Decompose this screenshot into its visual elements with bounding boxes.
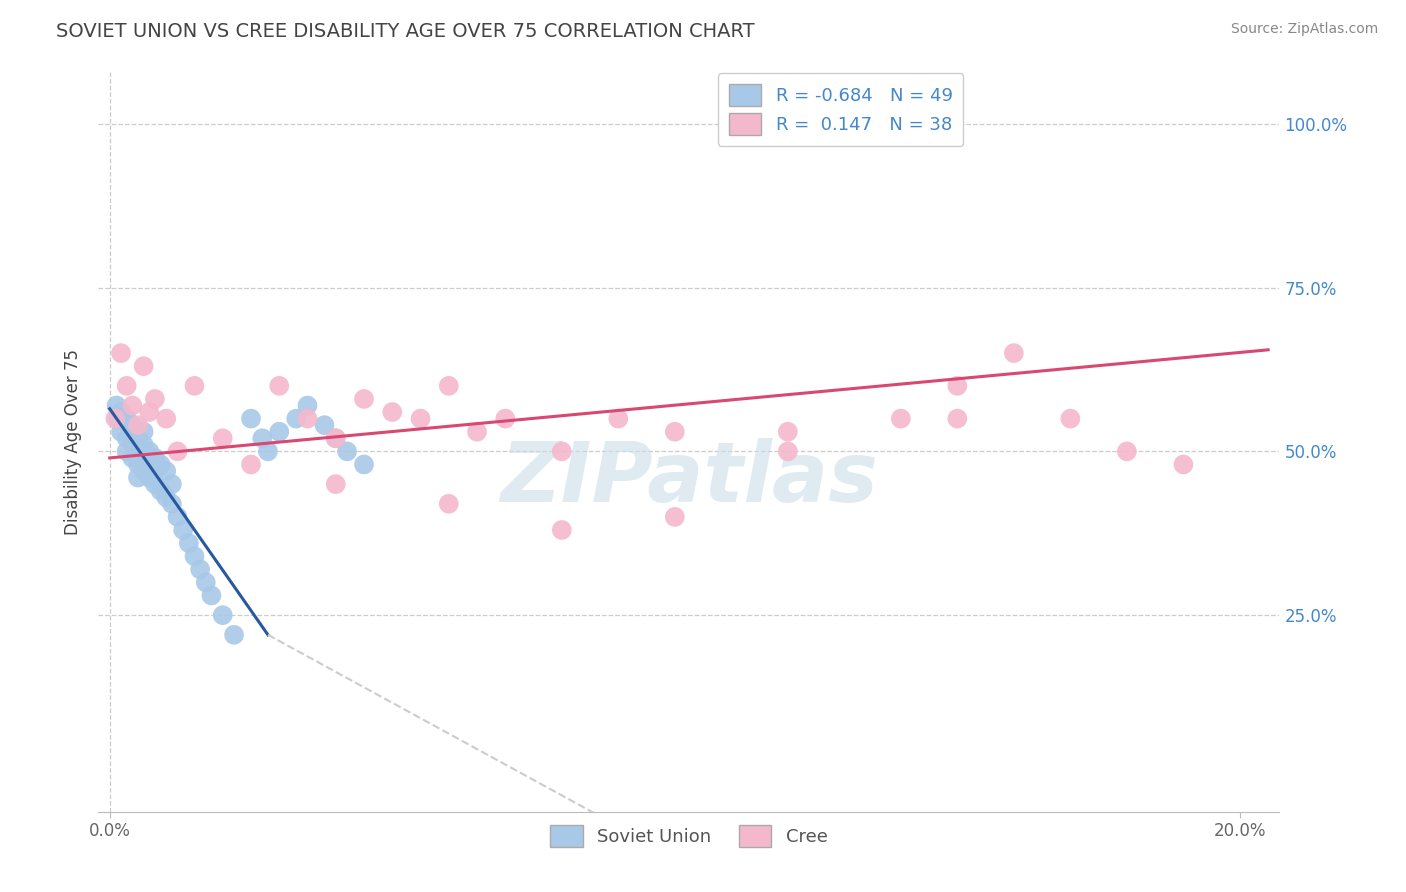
Point xyxy=(127,444,149,458)
Text: Source: ZipAtlas.com: Source: ZipAtlas.com xyxy=(1230,22,1378,37)
Point xyxy=(188,562,211,576)
Point xyxy=(132,359,155,374)
Point xyxy=(143,477,166,491)
Point xyxy=(166,509,188,524)
Point xyxy=(115,444,138,458)
Point xyxy=(160,497,183,511)
Legend: Soviet Union, Cree: Soviet Union, Cree xyxy=(543,818,835,855)
Text: ZIPatlas: ZIPatlas xyxy=(501,438,877,519)
Point xyxy=(121,450,143,465)
Point xyxy=(551,523,574,537)
Point xyxy=(110,405,132,419)
Point xyxy=(115,431,138,445)
Point xyxy=(155,411,177,425)
Text: SOVIET UNION VS CREE DISABILITY AGE OVER 75 CORRELATION CHART: SOVIET UNION VS CREE DISABILITY AGE OVER… xyxy=(56,22,755,41)
Point xyxy=(353,392,375,406)
Point xyxy=(1173,458,1195,472)
Point xyxy=(297,411,319,425)
Point xyxy=(776,444,799,458)
Point xyxy=(240,411,263,425)
Point xyxy=(138,405,160,419)
Point xyxy=(269,425,291,439)
Point xyxy=(121,438,143,452)
Point xyxy=(314,418,336,433)
Point xyxy=(121,418,143,433)
Point xyxy=(183,379,205,393)
Point xyxy=(107,411,129,425)
Point xyxy=(121,399,143,413)
Point xyxy=(325,477,347,491)
Point xyxy=(381,405,404,419)
Point xyxy=(269,379,291,393)
Point xyxy=(353,458,375,472)
Point xyxy=(664,509,686,524)
Point xyxy=(409,411,432,425)
Point xyxy=(132,425,155,439)
Point xyxy=(222,628,245,642)
Point xyxy=(155,464,177,478)
Point xyxy=(149,483,172,498)
Point xyxy=(252,431,274,445)
Point xyxy=(607,411,630,425)
Point xyxy=(177,536,200,550)
Point xyxy=(1115,444,1137,458)
Point xyxy=(183,549,205,564)
Point xyxy=(138,444,160,458)
Point xyxy=(285,411,308,425)
Point xyxy=(437,379,460,393)
Point xyxy=(551,444,574,458)
Y-axis label: Disability Age Over 75: Disability Age Over 75 xyxy=(65,349,83,534)
Point xyxy=(946,411,969,425)
Point xyxy=(211,608,233,623)
Point xyxy=(143,464,166,478)
Point xyxy=(138,458,160,472)
Point xyxy=(194,575,217,590)
Point xyxy=(138,470,160,484)
Point xyxy=(211,431,233,445)
Point xyxy=(132,450,155,465)
Point xyxy=(110,425,132,439)
Point xyxy=(336,444,359,458)
Point xyxy=(890,411,912,425)
Point xyxy=(1059,411,1081,425)
Point xyxy=(143,450,166,465)
Point xyxy=(325,431,347,445)
Point xyxy=(166,444,188,458)
Point xyxy=(149,458,172,472)
Point xyxy=(325,431,347,445)
Point xyxy=(494,411,516,425)
Point xyxy=(115,411,138,425)
Point xyxy=(437,497,460,511)
Point xyxy=(115,379,138,393)
Point xyxy=(946,379,969,393)
Point xyxy=(240,458,263,472)
Point xyxy=(160,477,183,491)
Point xyxy=(104,411,127,425)
Point xyxy=(127,431,149,445)
Point xyxy=(664,425,686,439)
Point xyxy=(1002,346,1025,360)
Point xyxy=(776,425,799,439)
Point xyxy=(127,418,149,433)
Point xyxy=(127,470,149,484)
Point xyxy=(155,490,177,504)
Point xyxy=(132,464,155,478)
Point xyxy=(143,392,166,406)
Point xyxy=(200,589,222,603)
Point xyxy=(105,399,128,413)
Point xyxy=(132,438,155,452)
Point xyxy=(257,444,280,458)
Point xyxy=(110,346,132,360)
Point xyxy=(297,399,319,413)
Point xyxy=(465,425,488,439)
Point xyxy=(127,458,149,472)
Point xyxy=(172,523,194,537)
